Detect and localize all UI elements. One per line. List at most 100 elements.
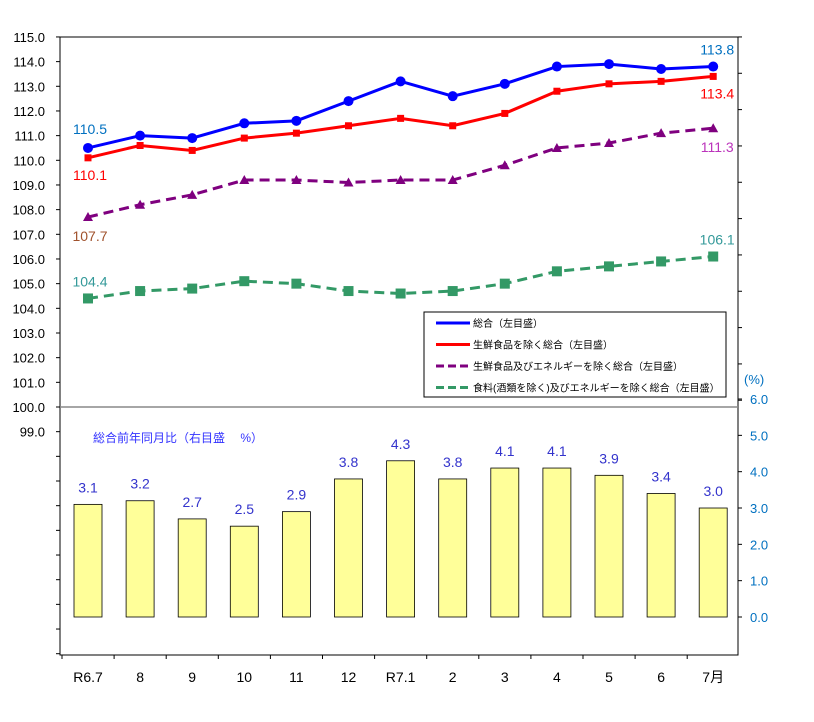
bar [594, 474, 624, 618]
bar [177, 518, 207, 618]
bar-data-label: 3.1 [78, 479, 98, 495]
bar-data-label: 2.7 [182, 494, 202, 510]
right-tick-label: 3.0 [750, 501, 768, 516]
data-point [657, 77, 665, 85]
data-point [343, 96, 354, 107]
bar-data-label: 3.0 [703, 483, 723, 499]
data-point [345, 122, 352, 130]
bar [386, 460, 416, 618]
bar [542, 467, 572, 618]
data-point [709, 72, 717, 80]
data-point [343, 177, 354, 187]
data-point [447, 286, 458, 297]
legend-label: 生鮮食品及びエネルギーを除く総合（左目盛） [473, 360, 683, 373]
left-tick-label: 106.0 [12, 252, 45, 267]
right-axis-unit: (%) [744, 372, 764, 387]
left-tick-label: 104.0 [12, 301, 45, 316]
x-tick-label: 9 [188, 669, 196, 685]
series-last-label: 113.4 [700, 85, 734, 101]
data-point [551, 61, 562, 72]
x-tick-label: 8 [136, 669, 144, 685]
bar-data-label: 4.1 [495, 443, 515, 459]
bar-data-label: 3.2 [130, 476, 150, 492]
data-point [239, 276, 250, 287]
right-tick-label: 1.0 [750, 574, 768, 589]
left-tick-label: 110.0 [13, 153, 45, 168]
bar-data-label: 3.9 [599, 450, 619, 466]
data-point [395, 76, 406, 87]
data-point [187, 189, 198, 199]
left-tick-label: 101.0 [12, 375, 45, 390]
data-point [83, 212, 93, 222]
x-tick-label: 6 [657, 669, 665, 685]
series-first-label: 110.1 [73, 167, 107, 183]
left-tick-label: 109.0 [12, 178, 45, 193]
series-first-label: 107.7 [72, 228, 107, 244]
data-point [136, 141, 144, 149]
series-first-label: 104.4 [72, 273, 107, 289]
series-last-label: 111.3 [701, 139, 734, 155]
data-point [291, 175, 302, 185]
data-point [499, 78, 510, 89]
data-point [604, 138, 614, 148]
bar [698, 507, 728, 618]
data-point [604, 261, 614, 272]
data-point [239, 118, 250, 129]
left-tick-label: 108.0 [12, 203, 45, 218]
legend-label: 生鮮食品を除く総合（左目盛） [473, 339, 613, 352]
left-tick-label: 115.0 [13, 30, 45, 45]
data-point [187, 283, 198, 294]
data-point [83, 293, 93, 304]
data-point [135, 286, 146, 297]
right-tick-label: 2.0 [750, 537, 768, 552]
bar [334, 478, 363, 618]
left-tick-label: 113.0 [13, 79, 45, 94]
left-tick-label: 111.0 [14, 129, 45, 144]
data-point [605, 80, 613, 88]
data-point [84, 154, 92, 162]
x-tick-label: 7月 [702, 669, 724, 685]
x-tick-label: 2 [449, 669, 457, 685]
data-point [395, 175, 406, 185]
bar-data-label: 3.8 [443, 454, 463, 470]
x-tick-label: 5 [605, 669, 613, 685]
series-last-label: 106.1 [700, 232, 735, 248]
legend-label: 総合（左目盛） [473, 317, 543, 330]
left-tick-label: 102.0 [12, 351, 45, 366]
bar-series-title: 総合前年同月比（右目盛 %） [93, 430, 263, 445]
x-tick-label: R7.1 [386, 669, 416, 685]
data-point [656, 256, 667, 267]
left-tick-label: 100.0 [12, 400, 45, 415]
data-point [708, 251, 719, 262]
bar [73, 503, 103, 618]
data-point [604, 59, 614, 70]
bar [490, 467, 520, 618]
series-last-label: 113.8 [700, 42, 734, 58]
data-point [447, 91, 458, 102]
legend-label: 食料(酒類を除く)及びエネルギーを除く総合（左目盛） [473, 382, 720, 395]
data-point [291, 115, 302, 126]
data-point [187, 133, 198, 144]
data-point [239, 175, 250, 185]
bar-data-label: 2.5 [235, 501, 255, 517]
left-tick-label: 107.0 [12, 227, 45, 242]
data-point [551, 142, 562, 152]
right-tick-label: 4.0 [750, 465, 768, 480]
x-tick-label: R6.7 [73, 669, 103, 685]
x-tick-label: 12 [341, 669, 357, 685]
legend-box [423, 311, 727, 398]
bar [125, 500, 155, 618]
bar [281, 511, 311, 618]
left-tick-label: 103.0 [12, 326, 45, 341]
bar [229, 525, 259, 618]
data-point [656, 64, 667, 75]
x-tick-label: 4 [553, 669, 561, 685]
bar-data-label: 4.3 [391, 436, 411, 452]
data-point [447, 175, 458, 185]
data-point [135, 199, 146, 209]
series-first-label: 110.5 [73, 121, 107, 137]
x-tick-label: 10 [237, 669, 253, 685]
bar-data-label: 4.1 [547, 443, 567, 459]
x-tick-label: 11 [289, 669, 304, 685]
